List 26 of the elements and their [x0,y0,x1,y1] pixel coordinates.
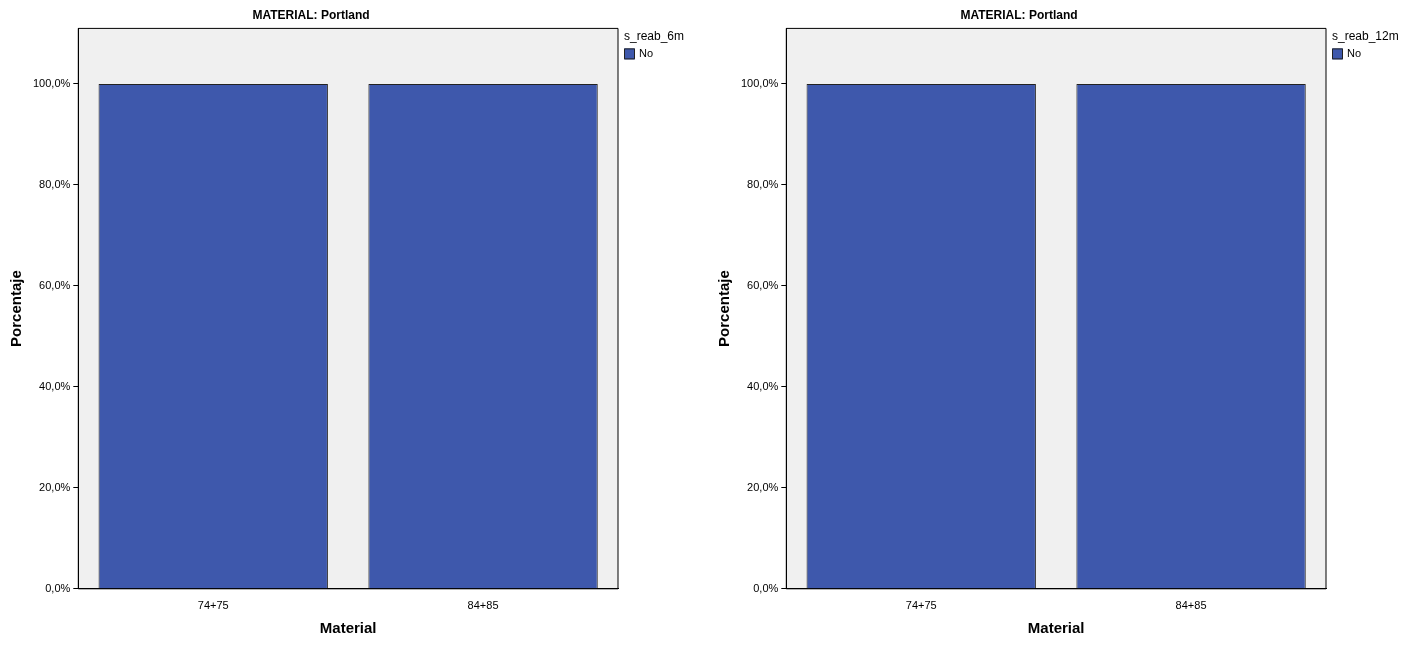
chart-title: MATERIAL: Portland [960,7,1078,22]
y-tick-label: 80,0% [39,177,71,190]
y-tick-label: 40,0% [747,379,779,392]
x-tick-label: 84+85 [1175,599,1207,612]
y-axis-title: Porcentaje [715,270,733,347]
legend-title: s_reab_6m [624,28,685,43]
y-tick-label: 60,0% [39,278,71,291]
legend-label: No [639,46,654,59]
y-tick-label: 100,0% [33,76,71,89]
y-tick-label: 0,0% [753,581,779,594]
legend-label: No [1347,46,1362,59]
y-axis-title: Porcentaje [7,270,25,347]
y-tick-label: 60,0% [747,278,779,291]
x-tick-label: 74+75 [197,599,229,612]
y-tick-label: 20,0% [39,480,71,493]
y-tick-label: 20,0% [747,480,779,493]
y-tick-label: 40,0% [39,379,71,392]
x-tick-label: 74+75 [905,599,937,612]
x-tick-label: 84+85 [467,599,499,612]
x-axis-title: Material [1027,619,1085,637]
legend-title: s_reab_12m [1332,28,1399,43]
y-tick-label: 80,0% [747,177,779,190]
y-tick-label: 0,0% [45,581,71,594]
y-tick-label: 100,0% [741,76,779,89]
chart-title: MATERIAL: Portland [252,7,370,22]
x-axis-title: Material [319,619,377,637]
